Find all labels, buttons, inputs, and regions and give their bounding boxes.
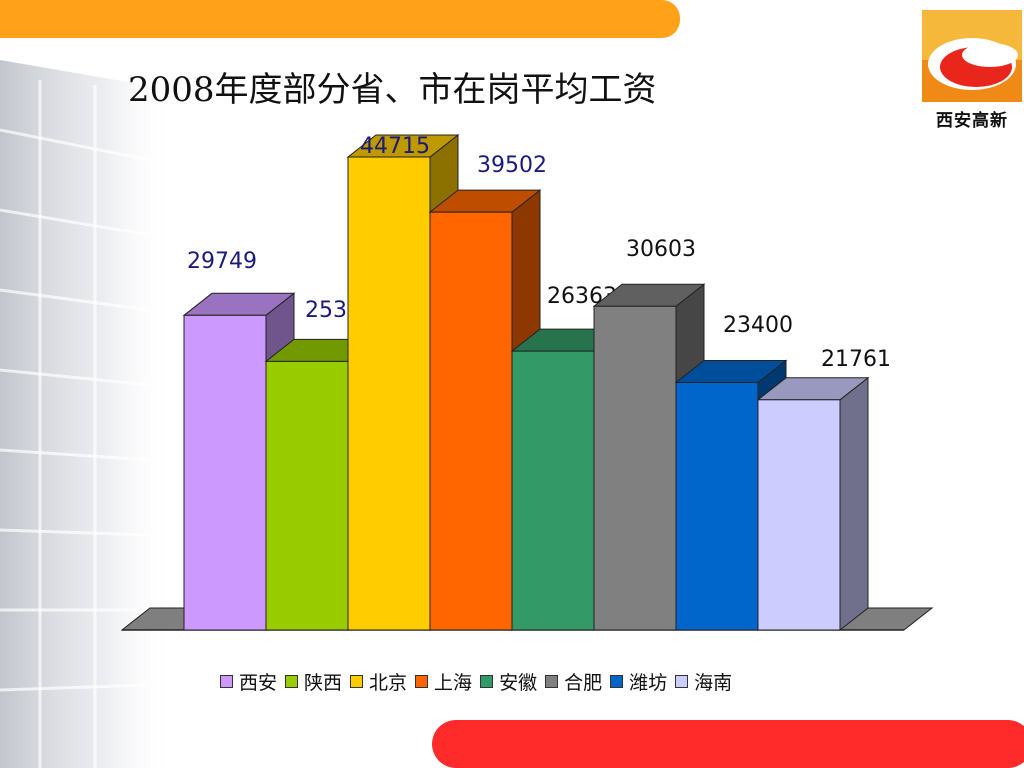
legend-swatch [285, 675, 299, 688]
legend-swatch [415, 675, 429, 688]
legend-label: 安徽 [499, 672, 538, 694]
legend-swatch [675, 675, 689, 688]
background-building [0, 60, 175, 768]
legend-item: 上海 [415, 668, 472, 695]
bar-海南 [756, 376, 870, 632]
legend-item: 安徽 [480, 668, 537, 695]
legend-item: 北京 [350, 668, 407, 695]
legend-item: 潍坊 [610, 668, 667, 695]
value-label: 21761 [821, 347, 891, 372]
value-label: 44715 [360, 134, 430, 159]
value-label: 39502 [477, 153, 547, 178]
bar-front [593, 305, 677, 631]
legend-label: 上海 [434, 672, 473, 694]
bar-front [429, 211, 513, 631]
bar-side [839, 376, 869, 632]
legend-swatch [350, 675, 364, 688]
bar-front [511, 350, 595, 631]
legend-label: 海南 [694, 672, 733, 694]
value-label: 23400 [723, 313, 793, 338]
bar-front [757, 399, 841, 631]
logo-text: 西安高新 [936, 111, 1008, 131]
top-accent-band [0, 0, 680, 38]
legend-swatch [545, 675, 559, 688]
value-label: 30603 [626, 237, 696, 262]
legend-label: 北京 [369, 672, 408, 694]
legend-swatch [480, 675, 494, 688]
legend-item: 陕西 [285, 668, 342, 695]
legend-item: 海南 [675, 668, 732, 695]
chart-legend: 西安 陕西 北京 上海 安徽 合肥 潍坊 海南 [220, 668, 740, 695]
bottom-accent-band [432, 720, 1024, 768]
legend-label: 潍坊 [629, 672, 668, 694]
legend-item: 合肥 [545, 668, 602, 695]
legend-label: 合肥 [564, 672, 603, 694]
logo-mark [922, 10, 1022, 102]
legend-swatch [220, 675, 233, 688]
bar-front [675, 381, 759, 631]
page-title: 2008年度部分省、市在岗平均工资 [128, 70, 657, 110]
bar-front [183, 314, 267, 631]
value-label: 29749 [187, 249, 257, 274]
legend-label: 西安 [239, 672, 278, 694]
legend-swatch [610, 675, 624, 688]
bar-front [347, 156, 431, 631]
bar-front [265, 360, 349, 631]
legend-item: 西安 [220, 668, 277, 695]
legend-label: 陕西 [304, 672, 343, 694]
